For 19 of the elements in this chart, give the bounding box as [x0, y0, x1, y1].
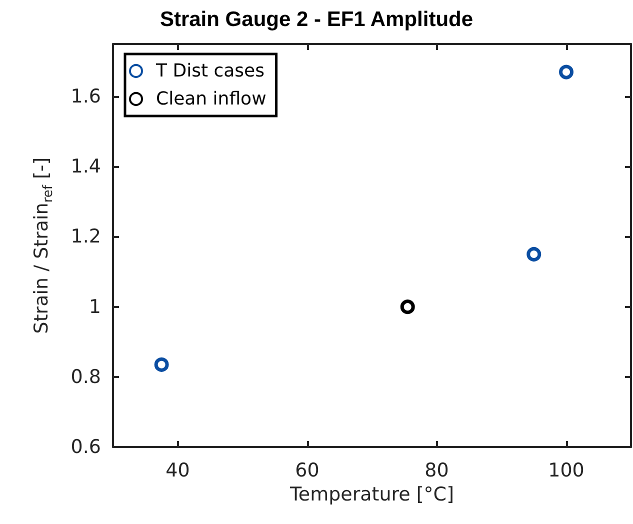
- point: [526, 247, 542, 262]
- y-tick-label: 0.6: [70, 436, 101, 458]
- point: [400, 300, 415, 314]
- x-tick-label: 80: [424, 460, 449, 482]
- y-tick-label: 1.4: [70, 156, 101, 178]
- x-axis-title: Temperature [°C]: [289, 484, 454, 506]
- y-tick-label: 1.2: [70, 226, 101, 248]
- chart-title: Strain Gauge 2 - EF1 Amplitude: [160, 8, 474, 31]
- y-tick-label: 1.6: [70, 86, 101, 108]
- y-tick-label: 1: [88, 296, 101, 318]
- x-tick-label: 40: [166, 460, 190, 482]
- x-tick-label: 60: [295, 460, 320, 482]
- point: [154, 357, 169, 372]
- x-tick-label: 100: [548, 460, 584, 482]
- legend-label: T Dist cases: [155, 60, 264, 82]
- y-axis-title: Strain / Strainref [-]: [30, 157, 56, 334]
- legend-label: Clean inflow: [156, 88, 266, 110]
- y-tick-label: 0.8: [70, 366, 101, 388]
- point: [559, 64, 574, 80]
